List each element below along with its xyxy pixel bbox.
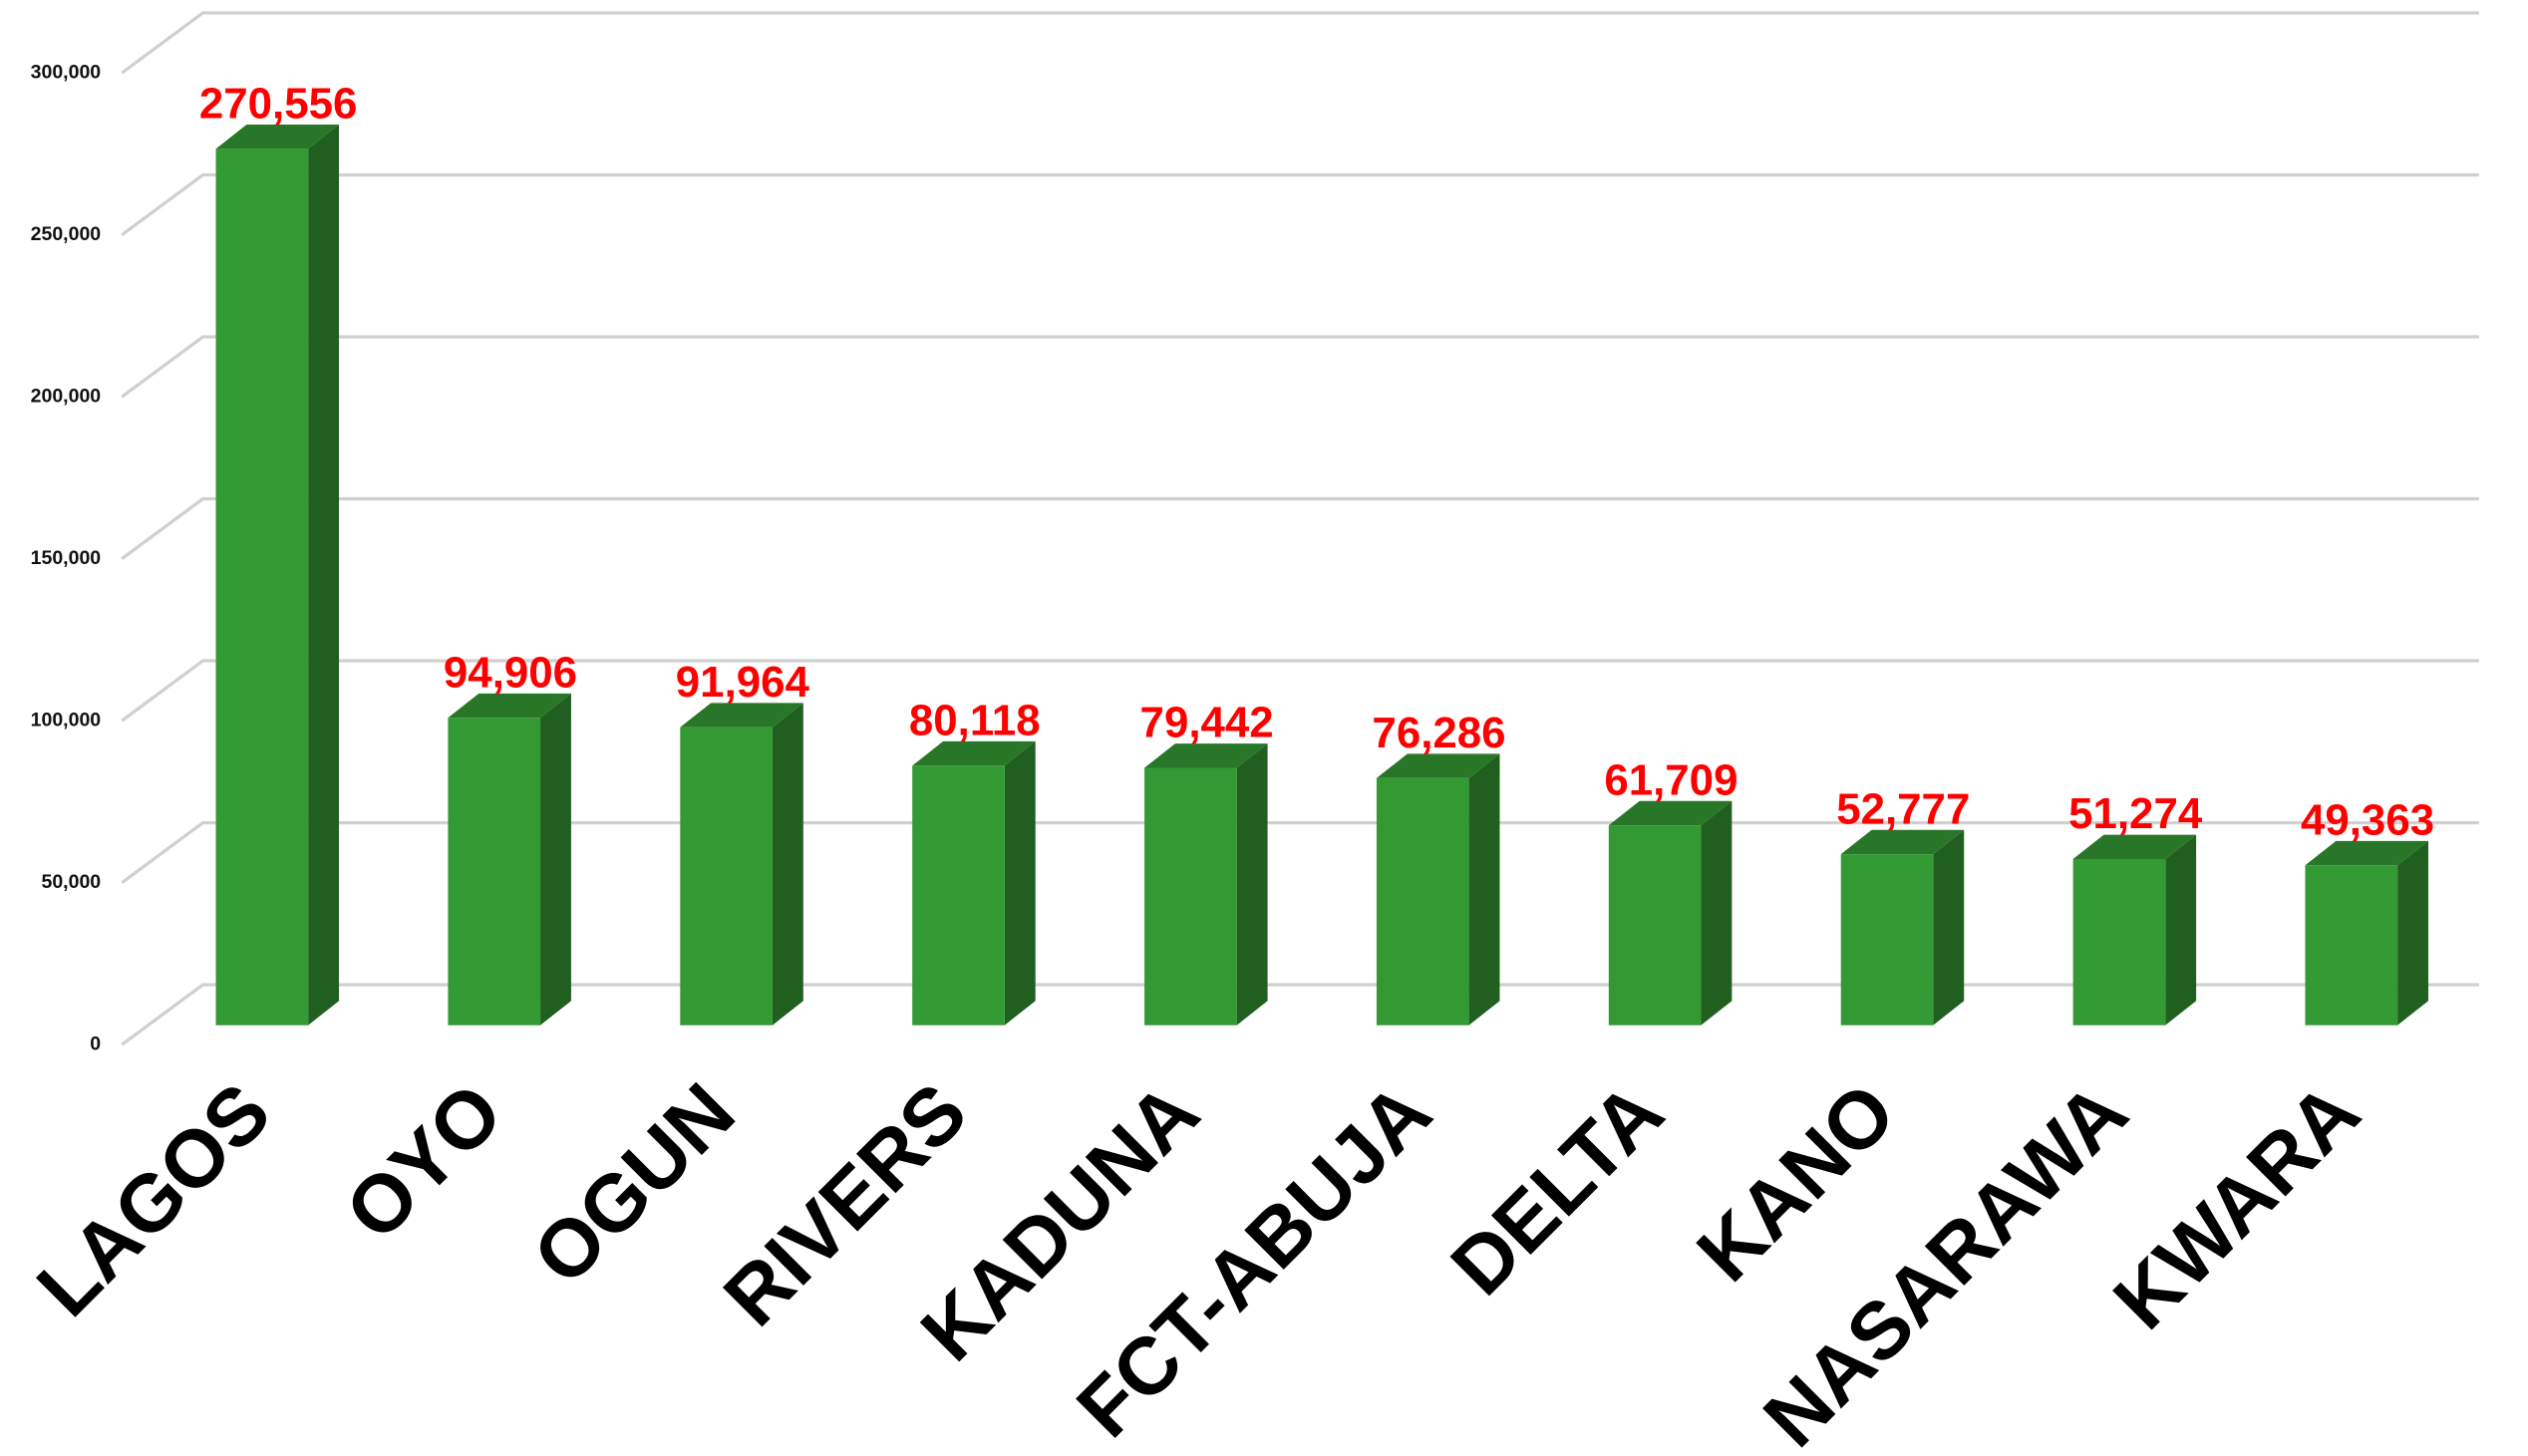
bar-front [2305,865,2398,1025]
grid-line [121,659,2479,723]
bar [1608,800,1733,1025]
bar-side [308,124,340,1025]
x-tick-label: KANO [1680,1066,1913,1300]
x-tick-label: OYO [328,1066,519,1258]
bar-side [772,703,803,1025]
y-tick-label: 50,000 [41,871,101,893]
y-tick-label: 200,000 [31,385,102,407]
bar-side [1933,829,1965,1025]
value-label: 61,709 [1604,755,1738,804]
grid-line [121,172,2479,236]
bar-top [2072,834,2197,860]
bar [1144,743,1268,1025]
y-tick-label: 250,000 [31,223,102,245]
bar-side [1468,753,1500,1025]
bar-side [2165,834,2197,1025]
bar [2072,834,2197,1025]
bar-side [1701,800,1733,1025]
bar-front [1376,777,1469,1025]
bar-side [1236,743,1268,1025]
grid-line [121,335,2479,399]
x-tick-label: DELTA [1434,1066,1681,1312]
bar-front [2072,859,2166,1025]
value-label: 79,442 [1140,699,1274,747]
grid-line [121,496,2479,560]
x-tick-label: OGUN [516,1066,753,1303]
value-label: 91,964 [676,658,810,707]
y-tick-label: 0 [90,1032,101,1054]
bar-top [1608,800,1733,826]
bar-top [1840,829,1965,855]
bar [1376,753,1500,1025]
bar [2305,840,2428,1025]
bar-front [680,727,773,1025]
x-tick-label: LAGOS [20,1066,288,1334]
bar-top [1376,753,1500,778]
bar-front [1840,854,1934,1025]
bar-front [448,718,541,1025]
x-tick-label: KWARA [2096,1066,2376,1346]
bar-front [215,148,309,1025]
bar [680,703,803,1025]
bar-top [1144,743,1268,768]
bar [1840,829,1965,1025]
bar-front [1144,767,1237,1025]
value-label: 51,274 [2068,789,2203,838]
grid-line [121,11,2479,75]
bar-front [1608,825,1702,1025]
value-label: 94,906 [444,648,577,697]
value-label: 49,363 [2301,795,2434,844]
value-label: 76,286 [1372,709,1505,757]
bar-top [2305,840,2428,866]
bar-side [540,693,571,1025]
bar [215,124,340,1025]
value-label: 80,118 [909,696,1041,744]
value-label: 52,777 [1836,784,1970,833]
bar-side [1004,740,1036,1025]
bar-top [215,124,340,149]
bar-front [912,765,1005,1025]
value-label: 270,556 [199,79,358,128]
bar-top [912,740,1036,766]
bar-side [2397,840,2428,1025]
bar-top [680,703,803,728]
y-tick-label: 150,000 [31,547,102,569]
bar [448,693,571,1025]
bar [912,740,1036,1025]
bar-top [448,693,571,719]
y-tick-label: 300,000 [31,61,102,83]
y-tick-label: 100,000 [31,709,102,730]
